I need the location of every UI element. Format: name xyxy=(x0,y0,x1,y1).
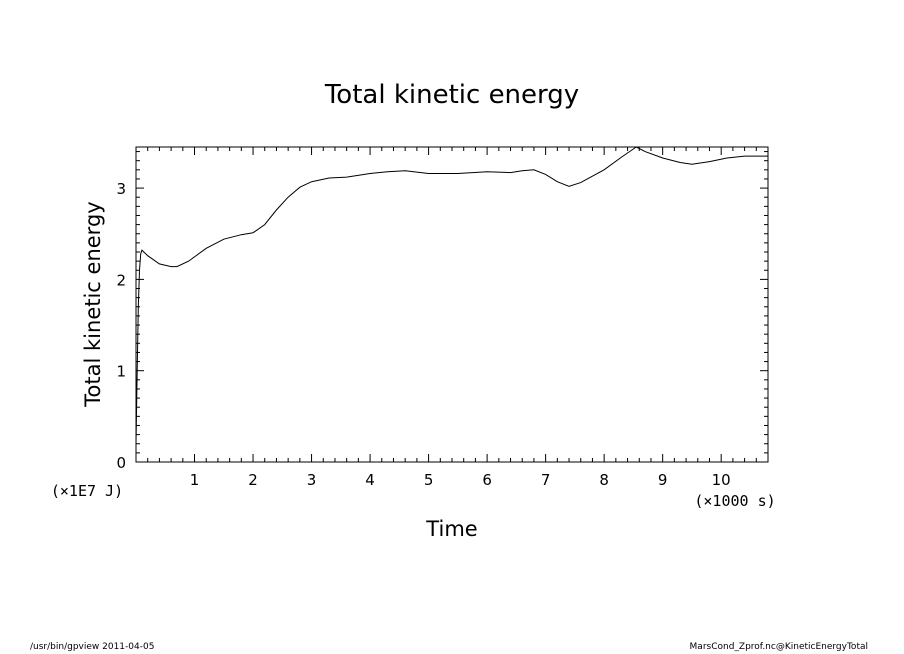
y-tick-label: 0 xyxy=(116,454,126,472)
series-line xyxy=(135,146,768,444)
tick-marks xyxy=(136,147,769,462)
x-tick-label: 4 xyxy=(365,471,375,489)
x-tick-label: 2 xyxy=(248,471,258,489)
x-tick-label: 5 xyxy=(424,471,434,489)
x-tick-label: 7 xyxy=(541,471,551,489)
x-tick-label: 3 xyxy=(307,471,317,489)
y-unit-label: (×1E7 J) xyxy=(51,482,123,500)
chart-title: Total kinetic energy xyxy=(324,80,579,110)
y-tick-label: 2 xyxy=(116,271,126,289)
x-tick-labels: 1 2 3 4 5 6 7 8 9 10 xyxy=(190,471,731,489)
y-tick-label: 3 xyxy=(116,180,126,198)
x-tick-label: 8 xyxy=(599,471,609,489)
x-axis-label: Time xyxy=(425,517,477,541)
plot-frame xyxy=(135,146,769,463)
x-tick-label: 6 xyxy=(482,471,492,489)
x-tick-label: 9 xyxy=(658,471,668,489)
x-tick-label: 1 xyxy=(190,471,200,489)
x-tick-label: 10 xyxy=(712,471,731,489)
y-tick-labels: 0 1 2 3 xyxy=(116,180,126,472)
footer-right: MarsCond_Zprof.nc@KineticEnergyTotal xyxy=(689,642,868,652)
y-tick-label: 1 xyxy=(116,363,126,381)
y-axis-label: Total kinetic energy xyxy=(81,201,105,407)
footer-left: /usr/bin/gpview 2011-04-05 xyxy=(30,642,155,652)
x-unit-label: (×1000 s) xyxy=(694,492,775,510)
